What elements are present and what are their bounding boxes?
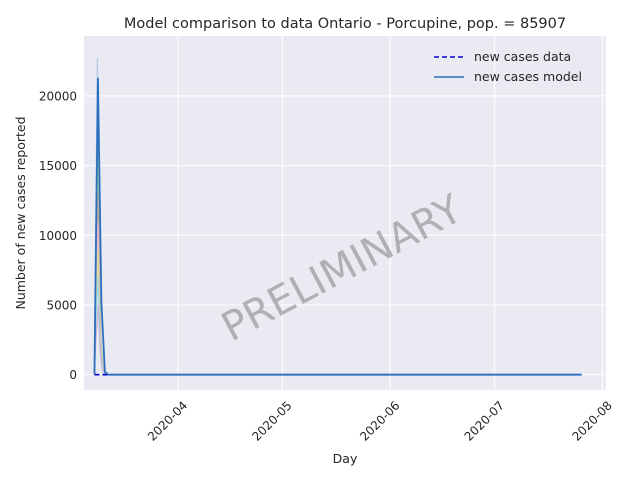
chart-title: Model comparison to data Ontario - Porcu… (124, 16, 566, 32)
series-line-model (93, 77, 582, 376)
series-lines (93, 77, 582, 376)
legend-label-model: new cases model (474, 69, 582, 84)
legend-label-data: new cases data (474, 49, 571, 64)
y-tick-label: 0 (69, 368, 77, 382)
y-tick-label: 5000 (46, 298, 77, 312)
plot-area (84, 36, 606, 390)
y-tick-label: 20000 (39, 89, 77, 103)
legend: new cases data new cases model (434, 49, 582, 84)
y-axis-label: Number of new cases reported (13, 116, 28, 309)
y-tick-label: 15000 (39, 159, 77, 173)
x-axis-label: Day (333, 451, 358, 466)
y-axis-ticks: 0 5000 10000 15000 20000 (39, 89, 77, 382)
y-tick-label: 10000 (39, 229, 77, 243)
